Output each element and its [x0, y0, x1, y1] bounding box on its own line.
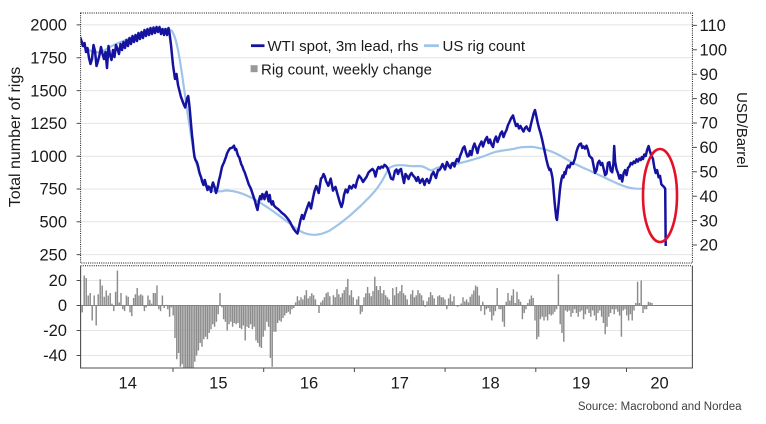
svg-text:14: 14 — [119, 375, 137, 393]
svg-text:20: 20 — [650, 375, 668, 393]
svg-text:16: 16 — [300, 375, 318, 393]
svg-text:40: 40 — [700, 188, 718, 206]
svg-text:1000: 1000 — [30, 148, 67, 166]
svg-text:1250: 1250 — [30, 115, 67, 133]
svg-text:90: 90 — [700, 66, 718, 84]
svg-text:1500: 1500 — [30, 82, 67, 100]
svg-text:19: 19 — [572, 375, 590, 393]
svg-text:2000: 2000 — [30, 17, 67, 35]
svg-text:-40: -40 — [43, 347, 67, 365]
svg-text:17: 17 — [391, 375, 409, 393]
svg-text:250: 250 — [39, 246, 67, 264]
svg-text:Rig count, weekly change: Rig count, weekly change — [261, 61, 432, 78]
svg-text:US rig count: US rig count — [443, 38, 526, 55]
svg-text:50: 50 — [700, 164, 718, 182]
svg-text:110: 110 — [700, 17, 726, 35]
svg-text:60: 60 — [700, 139, 718, 157]
svg-text:WTI spot, 3m lead, rhs: WTI spot, 3m lead, rhs — [268, 38, 419, 55]
svg-text:0: 0 — [58, 297, 67, 315]
svg-text:100: 100 — [700, 42, 728, 60]
svg-text:15: 15 — [209, 375, 227, 393]
svg-text:18: 18 — [481, 375, 499, 393]
svg-text:-20: -20 — [43, 322, 67, 340]
svg-text:20: 20 — [49, 272, 67, 290]
svg-text:Source: Macrobond and Nordea: Source: Macrobond and Nordea — [578, 401, 742, 413]
svg-text:20: 20 — [700, 237, 718, 255]
svg-text:USD/Barrel: USD/Barrel — [733, 92, 750, 168]
svg-text:Total number of rigs: Total number of rigs — [7, 67, 24, 208]
svg-text:500: 500 — [39, 214, 67, 232]
svg-text:70: 70 — [700, 115, 718, 133]
svg-text:1750: 1750 — [30, 50, 67, 68]
svg-text:30: 30 — [700, 212, 718, 230]
svg-text:750: 750 — [39, 181, 67, 199]
svg-text:80: 80 — [700, 90, 718, 108]
